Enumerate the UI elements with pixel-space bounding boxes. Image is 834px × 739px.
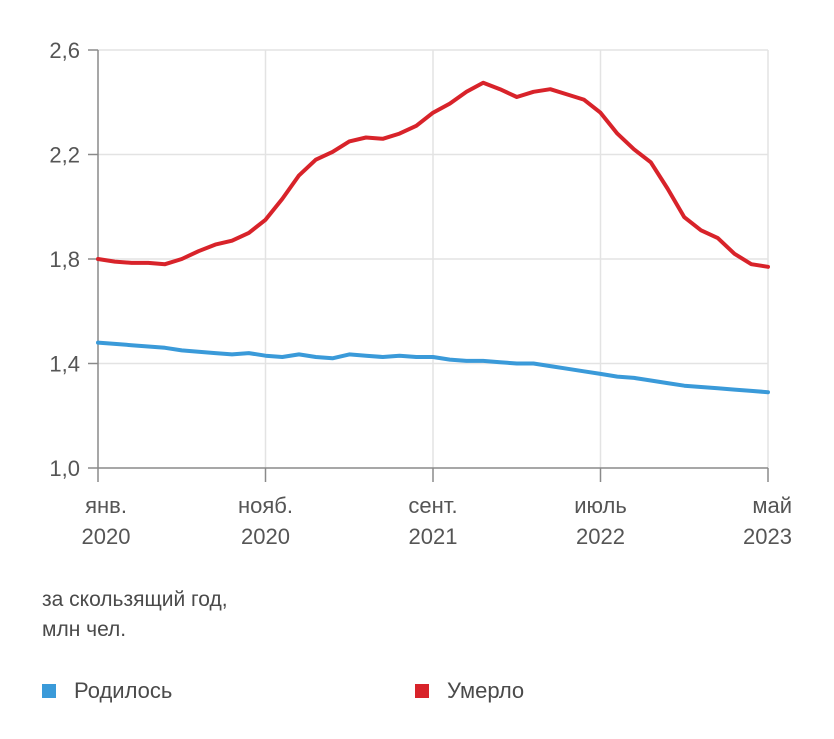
x-tick-label-month: июль: [574, 493, 627, 518]
x-tick-label-month: май: [752, 493, 792, 518]
series-line-births: [96, 340, 770, 395]
legend-swatch-births: [42, 684, 56, 698]
x-tick-label-month: янв.: [85, 493, 127, 518]
legend-label-deaths: Умерло: [447, 678, 525, 703]
y-tick-label: 2,6: [49, 38, 80, 63]
x-tick-label-year: 2020: [82, 524, 131, 549]
legend-swatch-deaths: [415, 684, 429, 698]
y-tick-label: 2,2: [49, 143, 80, 168]
series-lines: [96, 80, 770, 395]
y-tick-label: 1,8: [49, 247, 80, 272]
unit-note: за скользящий год, млн чел.: [42, 585, 228, 645]
y-tick-label: 1,0: [49, 456, 80, 481]
legend-item-births: Родилось: [42, 676, 172, 706]
y-tick-label: 1,4: [49, 352, 80, 377]
x-tick-label-year: 2023: [743, 524, 792, 549]
legend: Родилось Умерло: [0, 676, 834, 706]
unit-note-line-2: млн чел.: [42, 618, 127, 641]
x-tick-label-month: нояб.: [238, 493, 293, 518]
series-line-deaths: [96, 80, 770, 269]
axes: [88, 49, 769, 482]
legend-label-births: Родилось: [74, 678, 173, 703]
unit-note-line-1: за скользящий год,: [42, 588, 228, 611]
x-tick-label-year: 2022: [576, 524, 625, 549]
x-tick-label-month: сент.: [408, 493, 457, 518]
legend-item-deaths: Умерло: [415, 676, 524, 706]
x-tick-label-year: 2021: [409, 524, 458, 549]
tick-labels: 1,0 1,4 1,8 2,2 2,6 янв. 2020 нояб. 2020 сент. 202…: [49, 38, 792, 549]
grid: [98, 49, 769, 468]
x-tick-label-year: 2020: [241, 524, 290, 549]
